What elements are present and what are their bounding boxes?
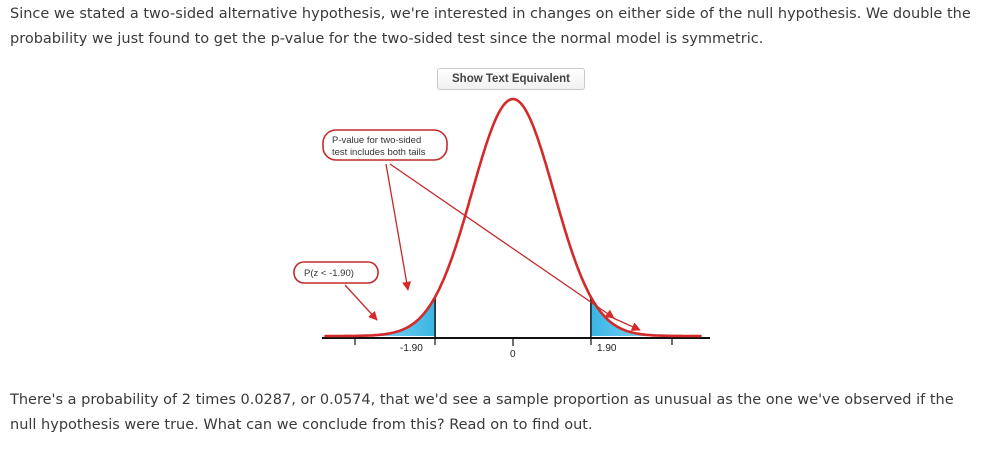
arrow-p-z-less xyxy=(344,284,378,321)
arrow-to-right-tail xyxy=(389,163,615,319)
left-tail-shading xyxy=(324,297,436,336)
tick-label-neg-1-90: -1.90 xyxy=(400,343,423,354)
two-sided-callout-line2: test includes both tails xyxy=(332,147,426,158)
two-sided-callout-box xyxy=(322,129,448,161)
normal-curve xyxy=(324,97,702,338)
tick-label-zero: 0 xyxy=(510,349,516,360)
arrow-to-left-tail xyxy=(385,163,412,291)
intro-paragraph: Since we stated a two-sided alternative … xyxy=(10,6,971,47)
left-tail-callout-box xyxy=(293,261,379,284)
right-tail-shading xyxy=(590,297,702,336)
two-sided-callout-line1: P-value for two-sided xyxy=(332,135,421,146)
show-text-equivalent-button[interactable]: Show Text Equivalent xyxy=(437,68,585,90)
tick-label-pos-1-90: 1.90 xyxy=(597,343,617,354)
arrow-right-tail-detail xyxy=(612,317,641,331)
conclusion-paragraph: There's a probability of 2 times 0.0287,… xyxy=(10,392,954,433)
left-tail-callout-label: P(z < -1.90) xyxy=(304,268,354,279)
